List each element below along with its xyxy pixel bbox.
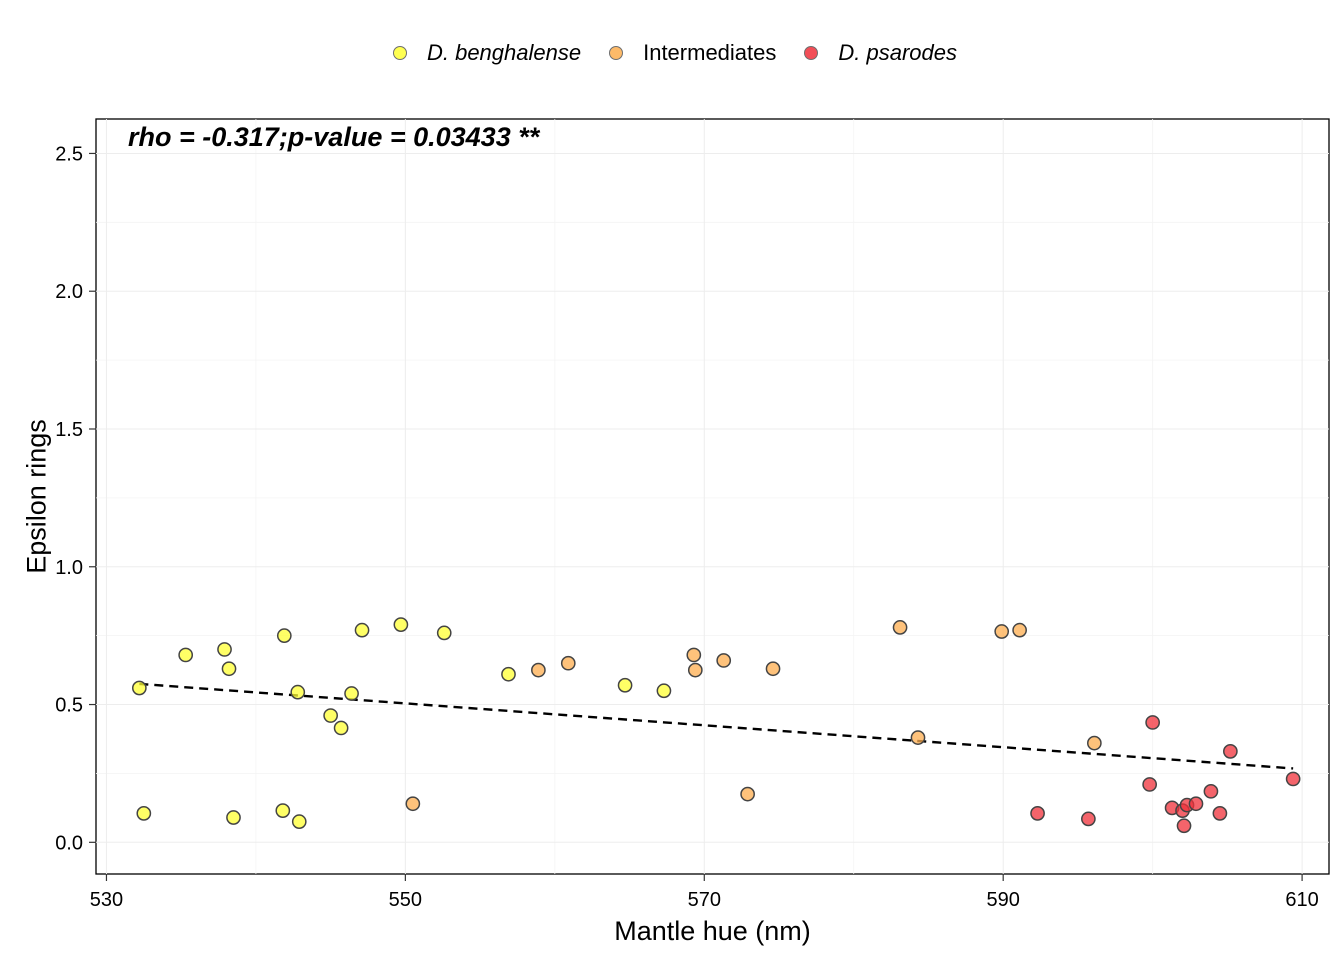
point-d-benghalense	[221, 661, 237, 677]
point-d-psarodes	[1212, 806, 1228, 821]
point-d-benghalense	[436, 625, 452, 641]
point-intermediates	[892, 620, 908, 635]
legend-label-d-psarodes: D. psarodes	[838, 40, 958, 65]
gridlines	[96, 119, 1329, 874]
point-intermediates	[740, 786, 755, 802]
x-axis-title: Mantle hue (nm)	[614, 916, 811, 946]
point-d-benghalense	[275, 803, 291, 818]
point-intermediates	[716, 653, 732, 668]
point-d-benghalense	[136, 806, 152, 821]
point-intermediates	[1087, 735, 1102, 751]
point-intermediates	[910, 730, 926, 745]
legend-key-intermediates	[609, 46, 624, 60]
point-d-psarodes	[1030, 806, 1045, 821]
y-tick-label: 0.5	[55, 695, 83, 717]
points-group	[131, 617, 1301, 834]
point-d-benghalense	[393, 617, 409, 632]
point-d-benghalense	[131, 680, 147, 696]
legend-item-d-psarodes: D. psarodes	[798, 40, 957, 66]
point-d-benghalense	[617, 677, 633, 693]
point-d-benghalense	[178, 647, 194, 663]
axes-group: 530 550 570 590 610 0.0 0.5 1.0 1.5 2.0 2.5	[55, 143, 1319, 911]
y-tick-label: 1.0	[55, 557, 83, 579]
y-axis-title: Epsilon rings	[21, 419, 51, 574]
point-d-benghalense	[344, 686, 359, 701]
point-d-psarodes	[1176, 818, 1192, 834]
y-tick-label: 2.0	[55, 281, 83, 303]
point-intermediates	[531, 662, 546, 678]
legend-item-intermediates: Intermediates	[603, 40, 776, 66]
point-intermediates	[560, 655, 576, 671]
legend-label-intermediates: Intermediates	[643, 40, 777, 65]
y-tick-label: 1.5	[55, 419, 83, 441]
point-d-psarodes	[1285, 771, 1301, 787]
x-tick-label: 610	[1285, 889, 1318, 911]
legend-key-d-benghalense	[392, 46, 407, 60]
point-d-benghalense	[354, 622, 370, 638]
point-intermediates	[994, 624, 1010, 639]
point-intermediates	[1012, 622, 1027, 638]
point-intermediates	[686, 647, 702, 663]
legend-item-d-benghalense: D. benghalense	[387, 40, 581, 66]
point-intermediates	[765, 661, 781, 677]
y-tick-label: 2.5	[55, 143, 83, 165]
point-d-psarodes	[1223, 744, 1238, 759]
x-tick-label: 570	[688, 889, 721, 911]
point-d-benghalense	[291, 814, 307, 829]
point-d-psarodes	[1081, 811, 1096, 827]
legend-key-d-psarodes	[804, 46, 819, 60]
point-d-psarodes	[1203, 783, 1219, 799]
point-d-benghalense	[217, 642, 232, 657]
x-tick-label: 550	[389, 889, 422, 911]
trendline-group	[139, 682, 1294, 770]
x-tick-label: 590	[987, 889, 1020, 911]
point-d-benghalense	[226, 810, 241, 825]
point-d-benghalense	[323, 708, 338, 723]
y-tick-label: 0.0	[55, 832, 83, 854]
point-d-benghalense	[501, 666, 516, 682]
point-d-benghalense	[333, 720, 349, 736]
point-d-benghalense	[290, 684, 306, 700]
point-intermediates	[405, 796, 421, 812]
plot-panel	[95, 118, 1330, 875]
point-d-psarodes	[1188, 796, 1204, 812]
legend-label-d-benghalense: D. benghalense	[426, 40, 582, 65]
point-d-benghalense	[656, 683, 672, 699]
correlation-annotation: rho = -0.317;p-value = 0.03433 **	[128, 122, 541, 152]
legend: D. benghalense Intermediates D. psarodes	[0, 36, 1344, 70]
trendline	[139, 682, 1294, 770]
point-intermediates	[687, 662, 703, 678]
point-d-psarodes	[1145, 715, 1160, 730]
point-d-psarodes	[1142, 777, 1158, 792]
point-d-benghalense	[276, 628, 292, 644]
x-tick-label: 530	[90, 889, 123, 911]
